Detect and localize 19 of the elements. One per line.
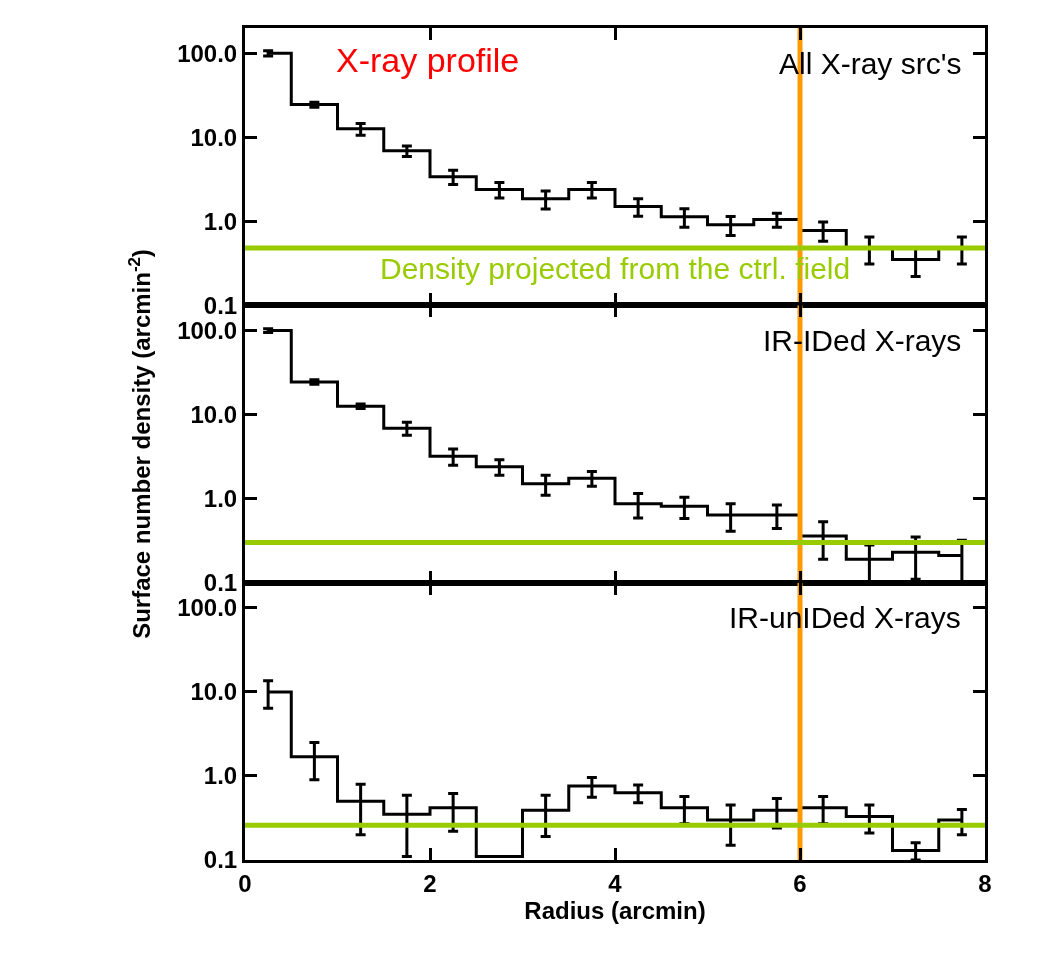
x-tick-label: 2	[423, 869, 437, 897]
y-tick-label: 10.0	[190, 678, 238, 706]
x-tick-label: 6	[793, 869, 807, 897]
y-tick-label: 0.1	[203, 846, 238, 874]
x-tick-label: 0	[238, 869, 252, 897]
y-tick-label: 100.0	[177, 317, 238, 345]
y-tick-label: 1.0	[203, 207, 238, 235]
y-tick-label: 100.0	[177, 39, 238, 67]
y-tick-label: 100.0	[177, 594, 238, 622]
x-tick-label: 4	[608, 869, 623, 897]
y-tick-label: 1.0	[203, 762, 238, 790]
y-tick-label: 0.1	[203, 569, 238, 597]
chart-title: X-ray profile	[336, 41, 520, 79]
x-tick-label: 8	[978, 869, 992, 897]
y-tick-label: 1.0	[203, 485, 238, 513]
y-tick-label: 0.1	[203, 291, 238, 319]
y-tick-label: 10.0	[190, 123, 238, 151]
y-tick-label: 10.0	[190, 401, 238, 429]
x-axis-title: Radius (arcmin)	[524, 896, 706, 924]
